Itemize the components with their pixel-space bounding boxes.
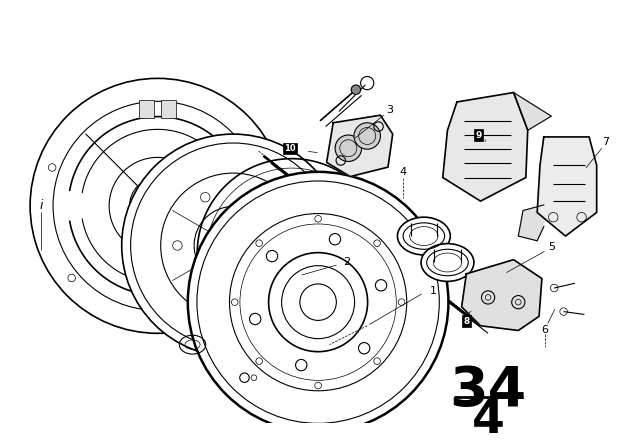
Ellipse shape bbox=[421, 244, 474, 281]
Text: 9: 9 bbox=[476, 130, 482, 139]
Text: 7: 7 bbox=[602, 137, 610, 146]
Text: 5: 5 bbox=[548, 242, 555, 252]
Polygon shape bbox=[443, 93, 528, 201]
Text: 4: 4 bbox=[399, 167, 406, 177]
Bar bbox=[139, 99, 154, 118]
Text: 1: 1 bbox=[430, 286, 437, 296]
Ellipse shape bbox=[122, 134, 344, 357]
Circle shape bbox=[351, 85, 360, 95]
Text: 4: 4 bbox=[472, 398, 504, 444]
Ellipse shape bbox=[188, 172, 449, 432]
Polygon shape bbox=[537, 137, 596, 236]
Text: 34: 34 bbox=[449, 363, 527, 418]
Ellipse shape bbox=[335, 135, 362, 161]
Polygon shape bbox=[518, 205, 544, 241]
Bar bbox=[161, 99, 177, 118]
Text: 8: 8 bbox=[463, 317, 470, 326]
Polygon shape bbox=[326, 115, 393, 177]
Text: 10: 10 bbox=[284, 144, 296, 153]
Text: 6: 6 bbox=[541, 326, 548, 336]
Polygon shape bbox=[513, 93, 551, 130]
Text: i: i bbox=[40, 199, 43, 212]
Polygon shape bbox=[461, 260, 542, 331]
Text: 2: 2 bbox=[343, 258, 350, 267]
Text: 3: 3 bbox=[387, 104, 394, 115]
Ellipse shape bbox=[354, 123, 380, 149]
Ellipse shape bbox=[397, 217, 451, 255]
